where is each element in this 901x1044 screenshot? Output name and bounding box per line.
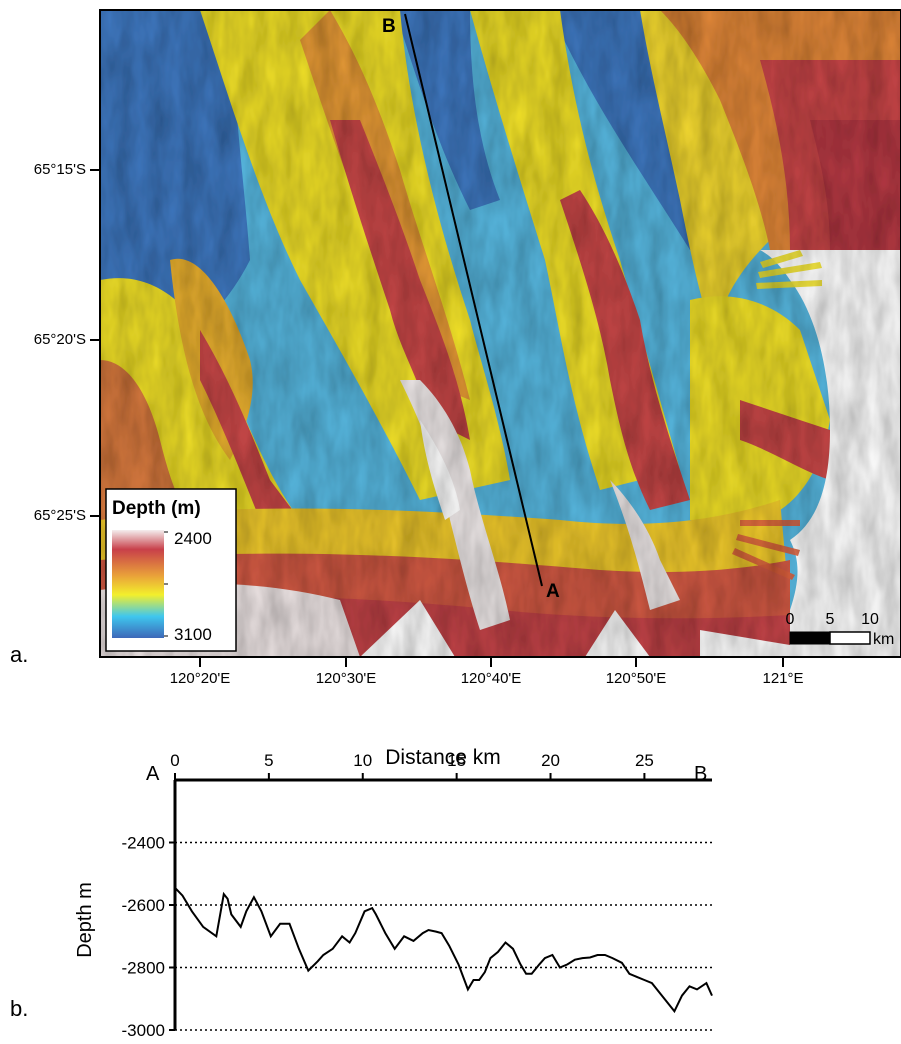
legend-color-ramp xyxy=(112,530,164,638)
profile-line-ab xyxy=(404,13,543,587)
depth-profile-panel: -2400 -2600 -2800 -3000 0 5 10 15 20 25 Distance … xyxy=(0,730,901,1044)
longitude-label-120-40: 120°40'E xyxy=(460,670,522,687)
line-end-b-label: B xyxy=(382,16,396,37)
bathymetry-map: B A Depth (m) 2400 3100 0 5 10 km xyxy=(90,9,901,667)
longitude-label-121: 121°E xyxy=(762,670,804,687)
x-tick-label: 0 xyxy=(170,751,179,770)
scale-tick-5: 5 xyxy=(826,611,835,628)
legend-max-label: 2400 xyxy=(174,529,212,548)
x-tick-label: 15 xyxy=(447,751,466,770)
map-frame xyxy=(99,9,901,658)
longitude-label-120-30: 120°30'E xyxy=(315,670,377,687)
panel-label-b: b. xyxy=(10,996,29,1021)
bathymetry-map-panel: B A Depth (m) 2400 3100 0 5 10 km 65°15'… xyxy=(10,9,901,687)
scale-tick-10: 10 xyxy=(861,611,879,628)
y-tick-label: -2800 xyxy=(122,959,165,978)
depth-profile-line xyxy=(174,887,713,1014)
x-tick-label: 25 xyxy=(635,751,654,770)
profile-start-label: A xyxy=(146,763,160,785)
scale-bar: 0 5 10 km xyxy=(786,611,895,648)
y-tick-label: -2400 xyxy=(122,834,165,853)
x-tick-label: 10 xyxy=(353,751,372,770)
y-axis-label: Depth m xyxy=(74,882,96,958)
line-end-a-label: A xyxy=(546,581,560,602)
y-tick-label: -2600 xyxy=(122,896,165,915)
x-axis-label: Distance km xyxy=(385,746,501,769)
latitude-label-65-25: 65°25'S xyxy=(33,507,86,524)
map-ticks xyxy=(90,169,784,667)
x-tick-label: 5 xyxy=(264,751,273,770)
depth-legend: Depth (m) 2400 3100 xyxy=(105,488,237,652)
bathymetry-surface xyxy=(100,10,901,657)
longitude-label-120-50: 120°50'E xyxy=(605,670,667,687)
depth-profile-chart: -2400 -2600 -2800 -3000 0 5 10 15 20 25 Distance … xyxy=(74,746,713,1040)
profile-axes xyxy=(169,773,712,1031)
latitude-label-65-20: 65°20'S xyxy=(33,331,86,348)
legend-title: Depth (m) xyxy=(112,498,201,519)
panel-label-a: a. xyxy=(10,642,29,667)
latitude-label-65-15: 65°15'S xyxy=(33,161,86,178)
scale-unit: km xyxy=(873,631,894,648)
scale-tick-0: 0 xyxy=(786,611,795,628)
x-tick-label: 20 xyxy=(541,751,560,770)
longitude-label-120-20: 120°20'E xyxy=(169,670,231,687)
profile-end-label: B xyxy=(694,763,707,785)
profile-tick-labels: -2400 -2600 -2800 -3000 0 5 10 15 20 25 xyxy=(122,751,654,1040)
legend-min-label: 3100 xyxy=(174,625,212,644)
y-tick-label: -3000 xyxy=(122,1021,165,1040)
